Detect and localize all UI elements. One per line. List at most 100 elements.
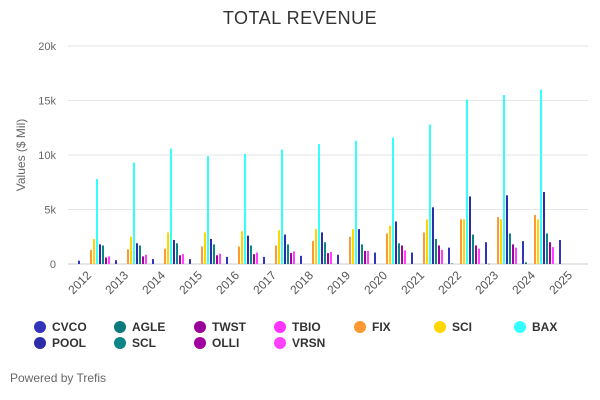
legend-item-vrsn[interactable]: VRSN <box>274 336 325 350</box>
bar-pool-2023[interactable] <box>506 195 508 264</box>
bar-vrsn-2024[interactable] <box>552 247 554 264</box>
bar-sci-2024[interactable] <box>537 219 539 264</box>
bar-fix-2019[interactable] <box>349 236 351 264</box>
bar-scl-2020[interactable] <box>398 243 400 264</box>
bar-pool-2022[interactable] <box>469 196 471 264</box>
bar-fix-2023[interactable] <box>497 217 499 264</box>
legend-item-tbio[interactable]: TBIO <box>274 320 321 334</box>
bar-scl-2013[interactable] <box>139 245 141 264</box>
bar-olli-2021[interactable] <box>438 245 440 264</box>
bar-pool-2021[interactable] <box>432 207 434 264</box>
bar-pool-2013[interactable] <box>136 243 138 264</box>
legend-item-cvco[interactable]: CVCO <box>34 320 87 334</box>
bar-scl-2022[interactable] <box>472 234 474 264</box>
bar-sci-2013[interactable] <box>130 236 132 264</box>
bar-scl-2019[interactable] <box>361 244 363 264</box>
bar-sci-2019[interactable] <box>352 229 354 264</box>
bar-vrsn-2023[interactable] <box>515 247 517 264</box>
bar-olli-2017[interactable] <box>290 253 292 264</box>
bar-olli-2013[interactable] <box>142 256 144 264</box>
bar-scl-2012[interactable] <box>102 245 104 264</box>
bar-olli-2023[interactable] <box>512 244 514 264</box>
bar-cvco-2018[interactable] <box>300 255 302 264</box>
legend-item-fix[interactable]: FIX <box>354 320 391 334</box>
bar-cvco-2013[interactable] <box>115 260 117 264</box>
bar-vrsn-2020[interactable] <box>404 250 406 264</box>
bar-olli-2015[interactable] <box>216 255 218 264</box>
bar-cvco-2017[interactable] <box>263 256 265 264</box>
bar-scl-2021[interactable] <box>435 238 437 264</box>
bar-olli-2014[interactable] <box>179 255 181 264</box>
bar-vrsn-2018[interactable] <box>330 252 332 264</box>
bar-agle-2022[interactable] <box>451 263 453 264</box>
bar-bax-2021[interactable] <box>429 124 431 264</box>
bar-pool-2015[interactable] <box>210 238 212 264</box>
bar-scl-2015[interactable] <box>213 244 215 264</box>
bar-fix-2014[interactable] <box>164 248 166 264</box>
bar-fix-2021[interactable] <box>423 232 425 264</box>
bar-olli-2018[interactable] <box>327 253 329 264</box>
bar-pool-2019[interactable] <box>358 229 360 264</box>
bar-olli-2020[interactable] <box>401 245 403 264</box>
bar-pool-2018[interactable] <box>321 232 323 264</box>
legend-item-olli[interactable]: OLLI <box>194 336 239 350</box>
bar-scl-2016[interactable] <box>250 245 252 264</box>
bar-bax-2023[interactable] <box>503 95 505 264</box>
bar-pool-2012[interactable] <box>99 244 101 264</box>
bar-bax-2013[interactable] <box>133 162 135 264</box>
bar-fix-2022[interactable] <box>460 219 462 264</box>
bar-vrsn-2013[interactable] <box>145 254 147 264</box>
bar-fix-2016[interactable] <box>238 246 240 264</box>
bar-cvco-2021[interactable] <box>411 252 413 264</box>
bar-bax-2016[interactable] <box>244 153 246 264</box>
legend-item-agle[interactable]: AGLE <box>114 320 165 334</box>
bar-bax-2015[interactable] <box>207 156 209 264</box>
bar-bax-2012[interactable] <box>96 178 98 264</box>
bar-olli-2019[interactable] <box>364 250 366 264</box>
bar-sci-2017[interactable] <box>278 230 280 264</box>
bar-sci-2018[interactable] <box>315 229 317 264</box>
bar-bax-2022[interactable] <box>466 99 468 264</box>
bar-sci-2016[interactable] <box>241 231 243 264</box>
bar-sci-2020[interactable] <box>389 225 391 264</box>
bar-fix-2020[interactable] <box>386 233 388 264</box>
bar-fix-2017[interactable] <box>275 245 277 264</box>
bar-fix-2024[interactable] <box>534 214 536 264</box>
bar-vrsn-2014[interactable] <box>182 254 184 264</box>
legend-item-pool[interactable]: POOL <box>34 336 86 350</box>
bar-sci-2012[interactable] <box>93 238 95 264</box>
bar-sci-2023[interactable] <box>500 219 502 264</box>
bar-fix-2018[interactable] <box>312 241 314 264</box>
bar-scl-2024[interactable] <box>546 233 548 264</box>
legend-item-bax[interactable]: BAX <box>514 320 557 334</box>
bar-agle-2023[interactable] <box>488 263 490 265</box>
bar-bax-2020[interactable] <box>392 137 394 264</box>
bar-olli-2012[interactable] <box>105 257 107 264</box>
bar-olli-2024[interactable] <box>549 242 551 264</box>
bar-cvco-2012[interactable] <box>78 260 80 264</box>
bar-sci-2021[interactable] <box>426 219 428 264</box>
bar-vrsn-2021[interactable] <box>441 249 443 264</box>
bar-bax-2018[interactable] <box>318 144 320 264</box>
bar-bax-2019[interactable] <box>355 140 357 264</box>
bar-cvco-2014[interactable] <box>152 259 154 264</box>
bar-pool-2020[interactable] <box>395 221 397 264</box>
bar-pool-2014[interactable] <box>173 240 175 264</box>
bar-sci-2022[interactable] <box>463 219 465 264</box>
bar-olli-2016[interactable] <box>253 254 255 264</box>
bar-cvco-2015[interactable] <box>189 259 191 264</box>
bar-sci-2015[interactable] <box>204 232 206 264</box>
bar-cvco-2025[interactable] <box>559 240 561 264</box>
bar-scl-2023[interactable] <box>509 233 511 264</box>
bar-pool-2017[interactable] <box>284 234 286 264</box>
bar-scl-2018[interactable] <box>324 242 326 264</box>
bar-agle-2024[interactable] <box>525 262 527 264</box>
bar-bax-2024[interactable] <box>540 89 542 264</box>
legend-item-scl[interactable]: SCL <box>114 336 156 350</box>
bar-fix-2012[interactable] <box>90 249 92 264</box>
bar-cvco-2016[interactable] <box>226 256 228 264</box>
bar-scl-2017[interactable] <box>287 244 289 264</box>
bar-fix-2013[interactable] <box>127 249 129 264</box>
bar-bax-2017[interactable] <box>281 149 283 264</box>
bar-sci-2014[interactable] <box>167 232 169 264</box>
